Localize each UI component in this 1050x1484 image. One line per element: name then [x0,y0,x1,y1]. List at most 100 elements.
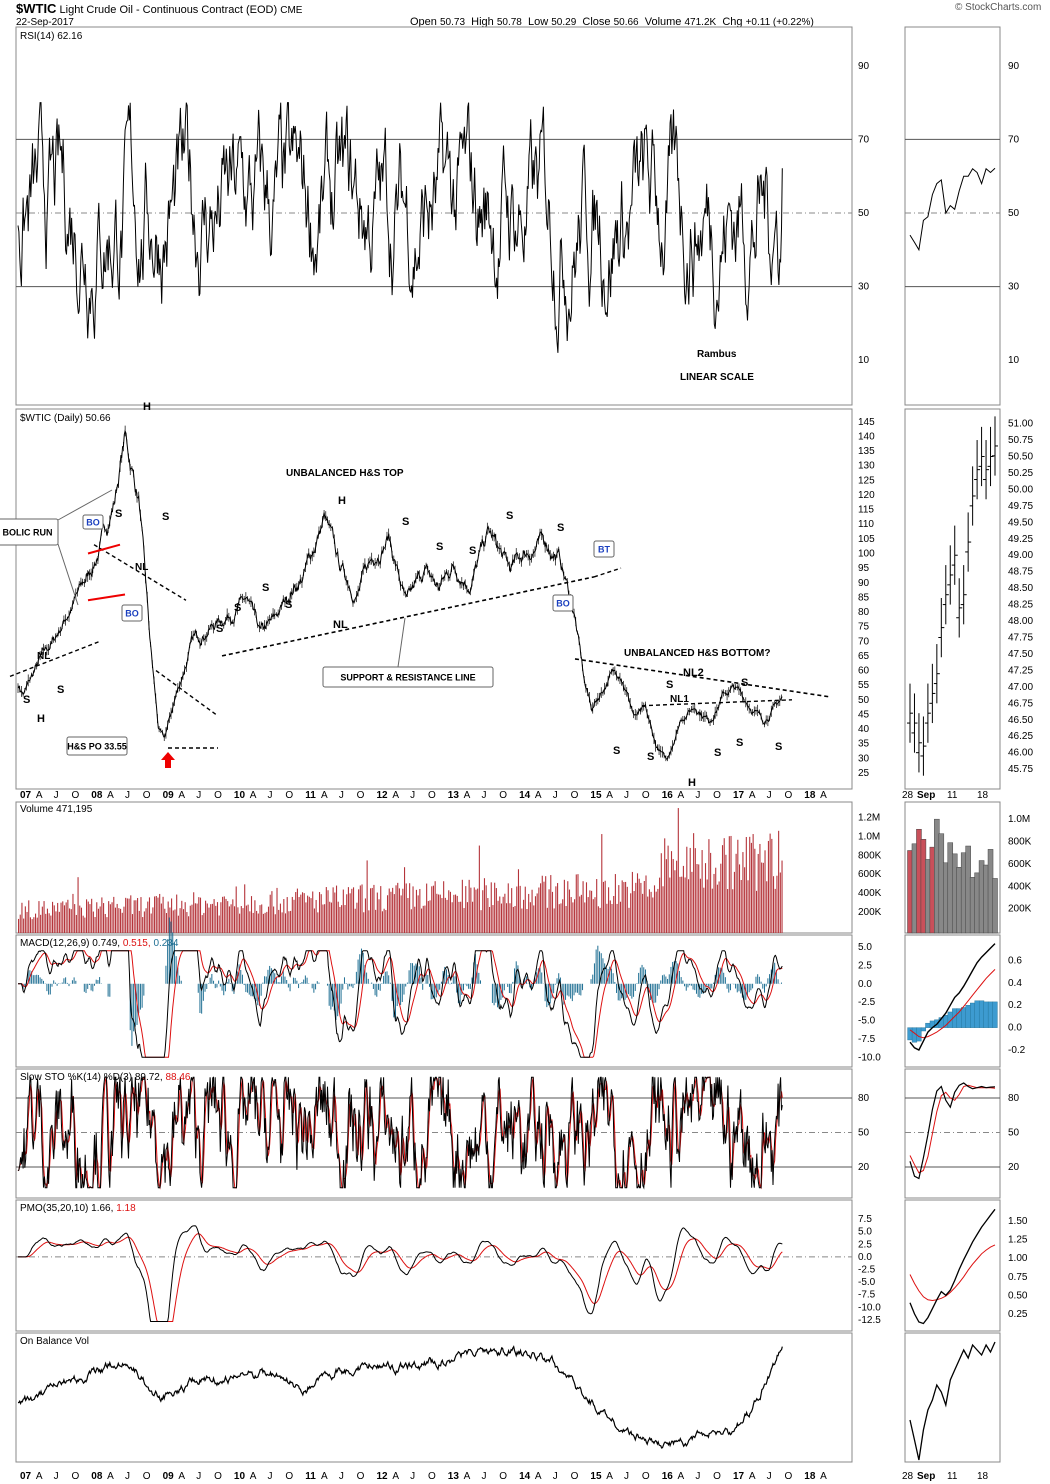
volume-bar [116,903,118,933]
volume-bar [424,905,426,933]
volume-bar [771,838,773,933]
volume-bar [307,895,309,933]
x-axis-label: O [214,1471,222,1482]
price-tick-label: 85 [858,592,870,603]
volume-bar [429,900,431,933]
volume-bar [276,887,278,933]
mini-pmo-tick-label: 1.50 [1008,1216,1028,1227]
volume-bar [575,874,577,933]
volume-title: Volume 471,195 [20,804,93,815]
obv-line [17,1345,783,1449]
volume-bar [638,878,640,933]
volume-bar [138,910,140,933]
volume-bar [191,904,193,933]
volume-bar [740,880,742,933]
volume-bar [109,904,111,933]
volume-bar [419,888,421,933]
x-axis-label: A [606,790,613,801]
volume-bar [727,889,729,933]
volume-bar [517,869,520,933]
mini-rsi-tick-label: 50 [1008,208,1020,219]
x-axis-label: 12 [377,790,389,801]
sto-k-value: 89.72, [135,1072,166,1083]
volume-bar [614,874,616,933]
volume-bar [568,889,571,933]
volume-bar [761,862,763,933]
volume-bar [373,884,375,933]
price-tick-label: 125 [858,475,875,486]
price-tick-label: 130 [858,461,875,472]
volume-bar [33,917,35,933]
label-head: H [338,495,346,507]
volume-bar [23,918,25,933]
volume-bar [235,886,237,933]
mini-obv-line [909,1341,996,1461]
volume-bar [451,902,453,933]
open-value: 50.73 [439,17,466,28]
volume-bar [154,896,156,933]
volume-bar [698,864,700,933]
volume-bar [676,860,678,933]
volume-bar [305,902,307,933]
sto-title: Slow STO %K(14) %D(3) 89.72, 88.46 [20,1072,191,1083]
pmo-line [18,1225,783,1322]
volume-bar [730,835,732,933]
price-title: $WTIC (Daily) 50.66 [20,413,111,424]
volume-bar [203,912,205,933]
mini-pmo-tick-label: 1.00 [1008,1253,1028,1264]
volume-bar [72,893,74,933]
volume-bar [247,904,249,933]
volume-bar [162,896,164,933]
x-axis-label: O [784,1471,792,1482]
volume-bar [652,897,654,933]
volume-bar [386,895,389,933]
volume-bar [410,909,412,933]
mini-macd-histogram-bar [925,1022,931,1028]
volume-bar [261,904,263,933]
volume-bar [635,882,637,933]
red-up-arrow [161,751,175,768]
volume-bar [667,845,669,933]
macd-line [18,950,783,1058]
volume-bar [80,907,83,933]
volume-bar [403,867,406,933]
volume-bar [526,908,528,933]
volume-bar [318,892,321,933]
x-axis-label: 07 [20,790,32,801]
volume-bar [468,879,470,933]
volume-bar [216,902,219,933]
volume-bar [449,891,452,933]
volume-bar [18,918,20,933]
label-shoulder: S [216,623,223,635]
x-axis-label: J [125,1471,130,1482]
volume-bar [426,883,428,933]
volume-bar [560,903,562,933]
volume-bar [752,834,754,933]
volume-bar [618,885,620,933]
volume-bar [764,850,766,933]
label-shoulder: S [234,602,241,614]
volume-bar [456,895,458,933]
volume-bar [206,903,208,933]
x-axis-label: A [107,790,114,801]
volume-bar [171,898,173,933]
price-tick-label: 95 [858,563,870,574]
volume-bar [164,908,166,933]
pmo-title: PMO(35,20,10) 1.66, 1.18 [20,1203,136,1214]
x-axis-label: J [54,1471,59,1482]
label-shoulder: S [115,508,122,520]
x-axis-label: 10 [234,1471,246,1482]
x-axis-label: A [36,1471,43,1482]
pmo-mini-frame [904,1199,1001,1332]
volume-bar [686,846,688,933]
volume-bar [708,839,710,933]
x-axis-label: O [642,790,650,801]
quote-summary: Open 50.73 High 50.78 Low 50.29 Close 50… [410,16,814,28]
label-shoulder: S [402,516,409,528]
volume-bar [91,898,93,933]
volume-bar [541,875,543,933]
pmo-tick-label: -2.5 [858,1265,876,1276]
volume-bar [271,891,273,933]
pmo-panel-frame [15,1199,853,1332]
volume-bar [160,903,162,933]
